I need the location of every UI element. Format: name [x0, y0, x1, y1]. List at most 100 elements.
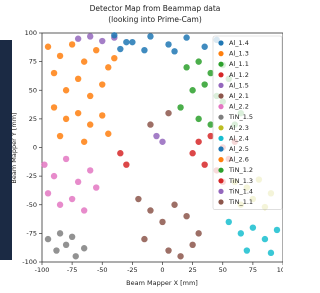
- data-point: [87, 93, 93, 99]
- y-tick-label: 25: [29, 115, 37, 123]
- legend-label: Al_2.4: [229, 134, 249, 142]
- data-point: [111, 55, 117, 61]
- data-point: [51, 104, 57, 110]
- data-point: [87, 33, 93, 39]
- y-tick-label: 50: [29, 86, 37, 94]
- legend-label: TiN_1.2: [228, 166, 253, 174]
- legend-label: Al_2.3: [229, 124, 249, 132]
- data-point: [75, 36, 81, 42]
- data-point: [189, 242, 195, 248]
- data-point: [99, 38, 105, 44]
- data-point: [69, 196, 75, 202]
- data-point: [183, 213, 189, 219]
- data-point: [81, 58, 87, 64]
- data-point: [123, 161, 129, 167]
- legend-marker: [218, 125, 223, 130]
- data-point: [69, 234, 75, 240]
- legend-marker: [218, 157, 223, 162]
- data-point: [41, 161, 47, 167]
- data-point: [226, 219, 232, 225]
- data-point: [45, 44, 51, 50]
- legend-label: Al_1.1: [229, 60, 249, 68]
- legend-label: Al_1.5: [229, 81, 249, 89]
- data-point: [73, 253, 79, 259]
- data-point: [159, 219, 165, 225]
- x-axis-label: Beam Mapper X [mm]: [126, 279, 198, 287]
- legend-marker: [218, 62, 223, 67]
- data-point: [45, 236, 51, 242]
- data-point: [195, 116, 201, 122]
- data-point: [63, 242, 69, 248]
- y-tick-label: -50: [26, 201, 37, 209]
- data-point: [153, 133, 159, 139]
- data-point: [57, 202, 63, 208]
- data-point: [195, 139, 201, 145]
- legend-label: TiN_1.3: [228, 177, 253, 185]
- data-point: [147, 121, 153, 127]
- data-point: [195, 230, 201, 236]
- legend-marker: [218, 72, 223, 77]
- data-point: [105, 64, 111, 70]
- y-axis-label: Beam Mapper Y [mm]: [10, 112, 18, 183]
- legend-label: Al_2.5: [229, 145, 249, 153]
- data-point: [244, 247, 250, 253]
- data-point: [93, 184, 99, 190]
- legend-marker: [218, 51, 223, 56]
- data-point: [99, 81, 105, 87]
- data-point: [141, 47, 147, 53]
- y-tick-label: -75: [26, 229, 37, 237]
- data-point: [75, 76, 81, 82]
- data-point: [274, 227, 280, 233]
- data-point: [63, 156, 69, 162]
- data-point: [189, 150, 195, 156]
- data-point: [111, 32, 117, 38]
- data-point: [177, 253, 183, 259]
- y-tick-label: -100: [22, 258, 37, 266]
- data-point: [141, 236, 147, 242]
- data-point: [147, 207, 153, 213]
- data-point: [135, 196, 141, 202]
- legend-marker: [218, 136, 223, 141]
- x-tick-label: -75: [67, 266, 78, 274]
- data-point: [69, 41, 75, 47]
- x-tick-label: 75: [249, 266, 257, 274]
- data-point: [81, 245, 87, 251]
- legend-label: Al_2.1: [229, 92, 249, 100]
- data-point: [189, 87, 195, 93]
- legend-marker: [218, 178, 223, 183]
- data-point: [201, 44, 207, 50]
- x-tick-label: -100: [35, 266, 50, 274]
- data-point: [105, 131, 111, 137]
- data-point: [250, 224, 256, 230]
- data-point: [262, 236, 268, 242]
- data-point: [53, 247, 59, 253]
- data-point: [129, 39, 135, 45]
- legend-marker: [218, 168, 223, 173]
- legend-label: TiN_1.4: [228, 187, 253, 195]
- data-point: [87, 121, 93, 127]
- data-point: [147, 33, 153, 39]
- data-point: [177, 104, 183, 110]
- data-point: [183, 64, 189, 70]
- x-tick-label: -50: [97, 266, 108, 274]
- data-point: [201, 81, 207, 87]
- data-point: [81, 207, 87, 213]
- data-point: [75, 110, 81, 116]
- data-point: [81, 139, 87, 145]
- data-point: [51, 70, 57, 76]
- data-point: [183, 34, 189, 40]
- legend-label: Al_2.6: [229, 156, 249, 164]
- data-point: [93, 47, 99, 53]
- y-tick-label: 0: [33, 144, 37, 152]
- data-point: [159, 139, 165, 145]
- data-point: [165, 247, 171, 253]
- legend-label: Al_1.4: [229, 39, 249, 47]
- data-point: [171, 48, 177, 54]
- legend-label: Al_1.3: [229, 50, 249, 58]
- data-point: [45, 190, 51, 196]
- data-point: [57, 53, 63, 59]
- data-point: [201, 161, 207, 167]
- data-point: [195, 58, 201, 64]
- x-tick-label: -25: [127, 266, 138, 274]
- chart-subtitle: (looking into Prime-Cam): [108, 15, 202, 24]
